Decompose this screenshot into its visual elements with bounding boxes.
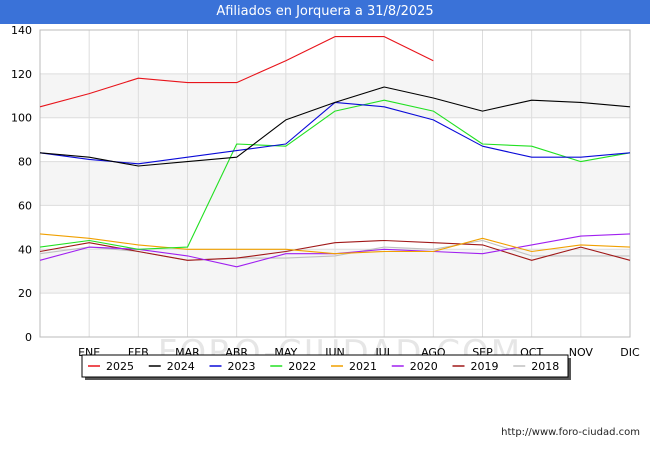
x-tick-label: NOV xyxy=(569,346,594,359)
chart-title: Afiliados en Jorquera a 31/8/2025 xyxy=(0,0,650,24)
series-line-2019 xyxy=(39,239,631,261)
legend-label: 2020 xyxy=(410,360,438,373)
plot-border xyxy=(39,29,631,338)
y-axis-ticks: 0 20 40 60 80 100 120 140 xyxy=(11,24,32,344)
series-line-2021 xyxy=(39,233,631,255)
y-tick-label: 120 xyxy=(11,68,32,81)
x-tick-label: DIC xyxy=(620,346,640,359)
legend-label: 2022 xyxy=(288,360,316,373)
series-lines xyxy=(39,36,631,268)
source-url[interactable]: http://www.foro-ciudad.com xyxy=(501,427,640,438)
legend-label: 2023 xyxy=(228,360,256,373)
series-line-2022 xyxy=(39,99,631,250)
y-tick-label: 0 xyxy=(25,331,32,344)
y-tick-label: 140 xyxy=(11,24,32,37)
series-line-2025 xyxy=(39,36,434,108)
legend-label: 2019 xyxy=(471,360,499,373)
legend-box xyxy=(81,354,569,378)
legend-label: 2018 xyxy=(531,360,559,373)
series-line-2024 xyxy=(39,86,631,167)
y-tick-label: 20 xyxy=(18,287,32,300)
y-tick-label: 80 xyxy=(18,156,32,169)
grid xyxy=(39,29,631,338)
y-tick-label: 60 xyxy=(18,199,32,212)
legend-label: 2024 xyxy=(167,360,195,373)
legend-label: 2021 xyxy=(349,360,377,373)
legend: 2025 2024 2023 2022 2021 2020 2019 2018 xyxy=(81,354,571,380)
y-tick-label: 100 xyxy=(11,112,32,125)
legend-label: 2025 xyxy=(106,360,134,373)
y-tick-label: 40 xyxy=(18,243,32,256)
